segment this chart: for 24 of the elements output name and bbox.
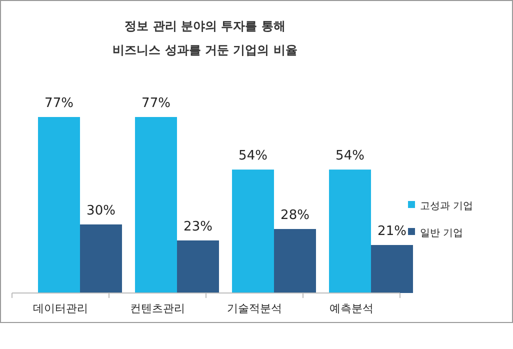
bar	[232, 170, 274, 293]
data-label: 77%	[44, 96, 74, 111]
x-tick-label: 기술적분석	[227, 302, 282, 315]
data-label: 23%	[184, 219, 212, 234]
data-label: 21%	[378, 224, 406, 239]
data-label: 54%	[336, 148, 364, 164]
bar	[80, 224, 122, 293]
chart-title: 정보 관리 분야의 투자를 통해	[124, 19, 286, 33]
x-tick-label: 예측분석	[330, 302, 374, 315]
data-label: 30%	[86, 203, 116, 218]
x-tick-label: 데이터관리	[33, 302, 88, 315]
x-tick-label: 컨텐츠관리	[130, 302, 185, 315]
bar	[274, 229, 316, 293]
data-label: 28%	[280, 208, 310, 223]
legend-label: 일반 기업	[420, 228, 464, 239]
bar	[177, 240, 219, 293]
data-label: 54%	[238, 148, 268, 164]
bar	[38, 117, 80, 293]
bar	[371, 245, 413, 293]
bar	[135, 117, 177, 293]
bar	[329, 170, 371, 293]
legend-label: 고성과 기업	[420, 201, 474, 212]
data-label: 77%	[142, 96, 170, 111]
chart-subtitle: 비즈니스 성과를 거둔 기업의 비율	[112, 43, 298, 57]
